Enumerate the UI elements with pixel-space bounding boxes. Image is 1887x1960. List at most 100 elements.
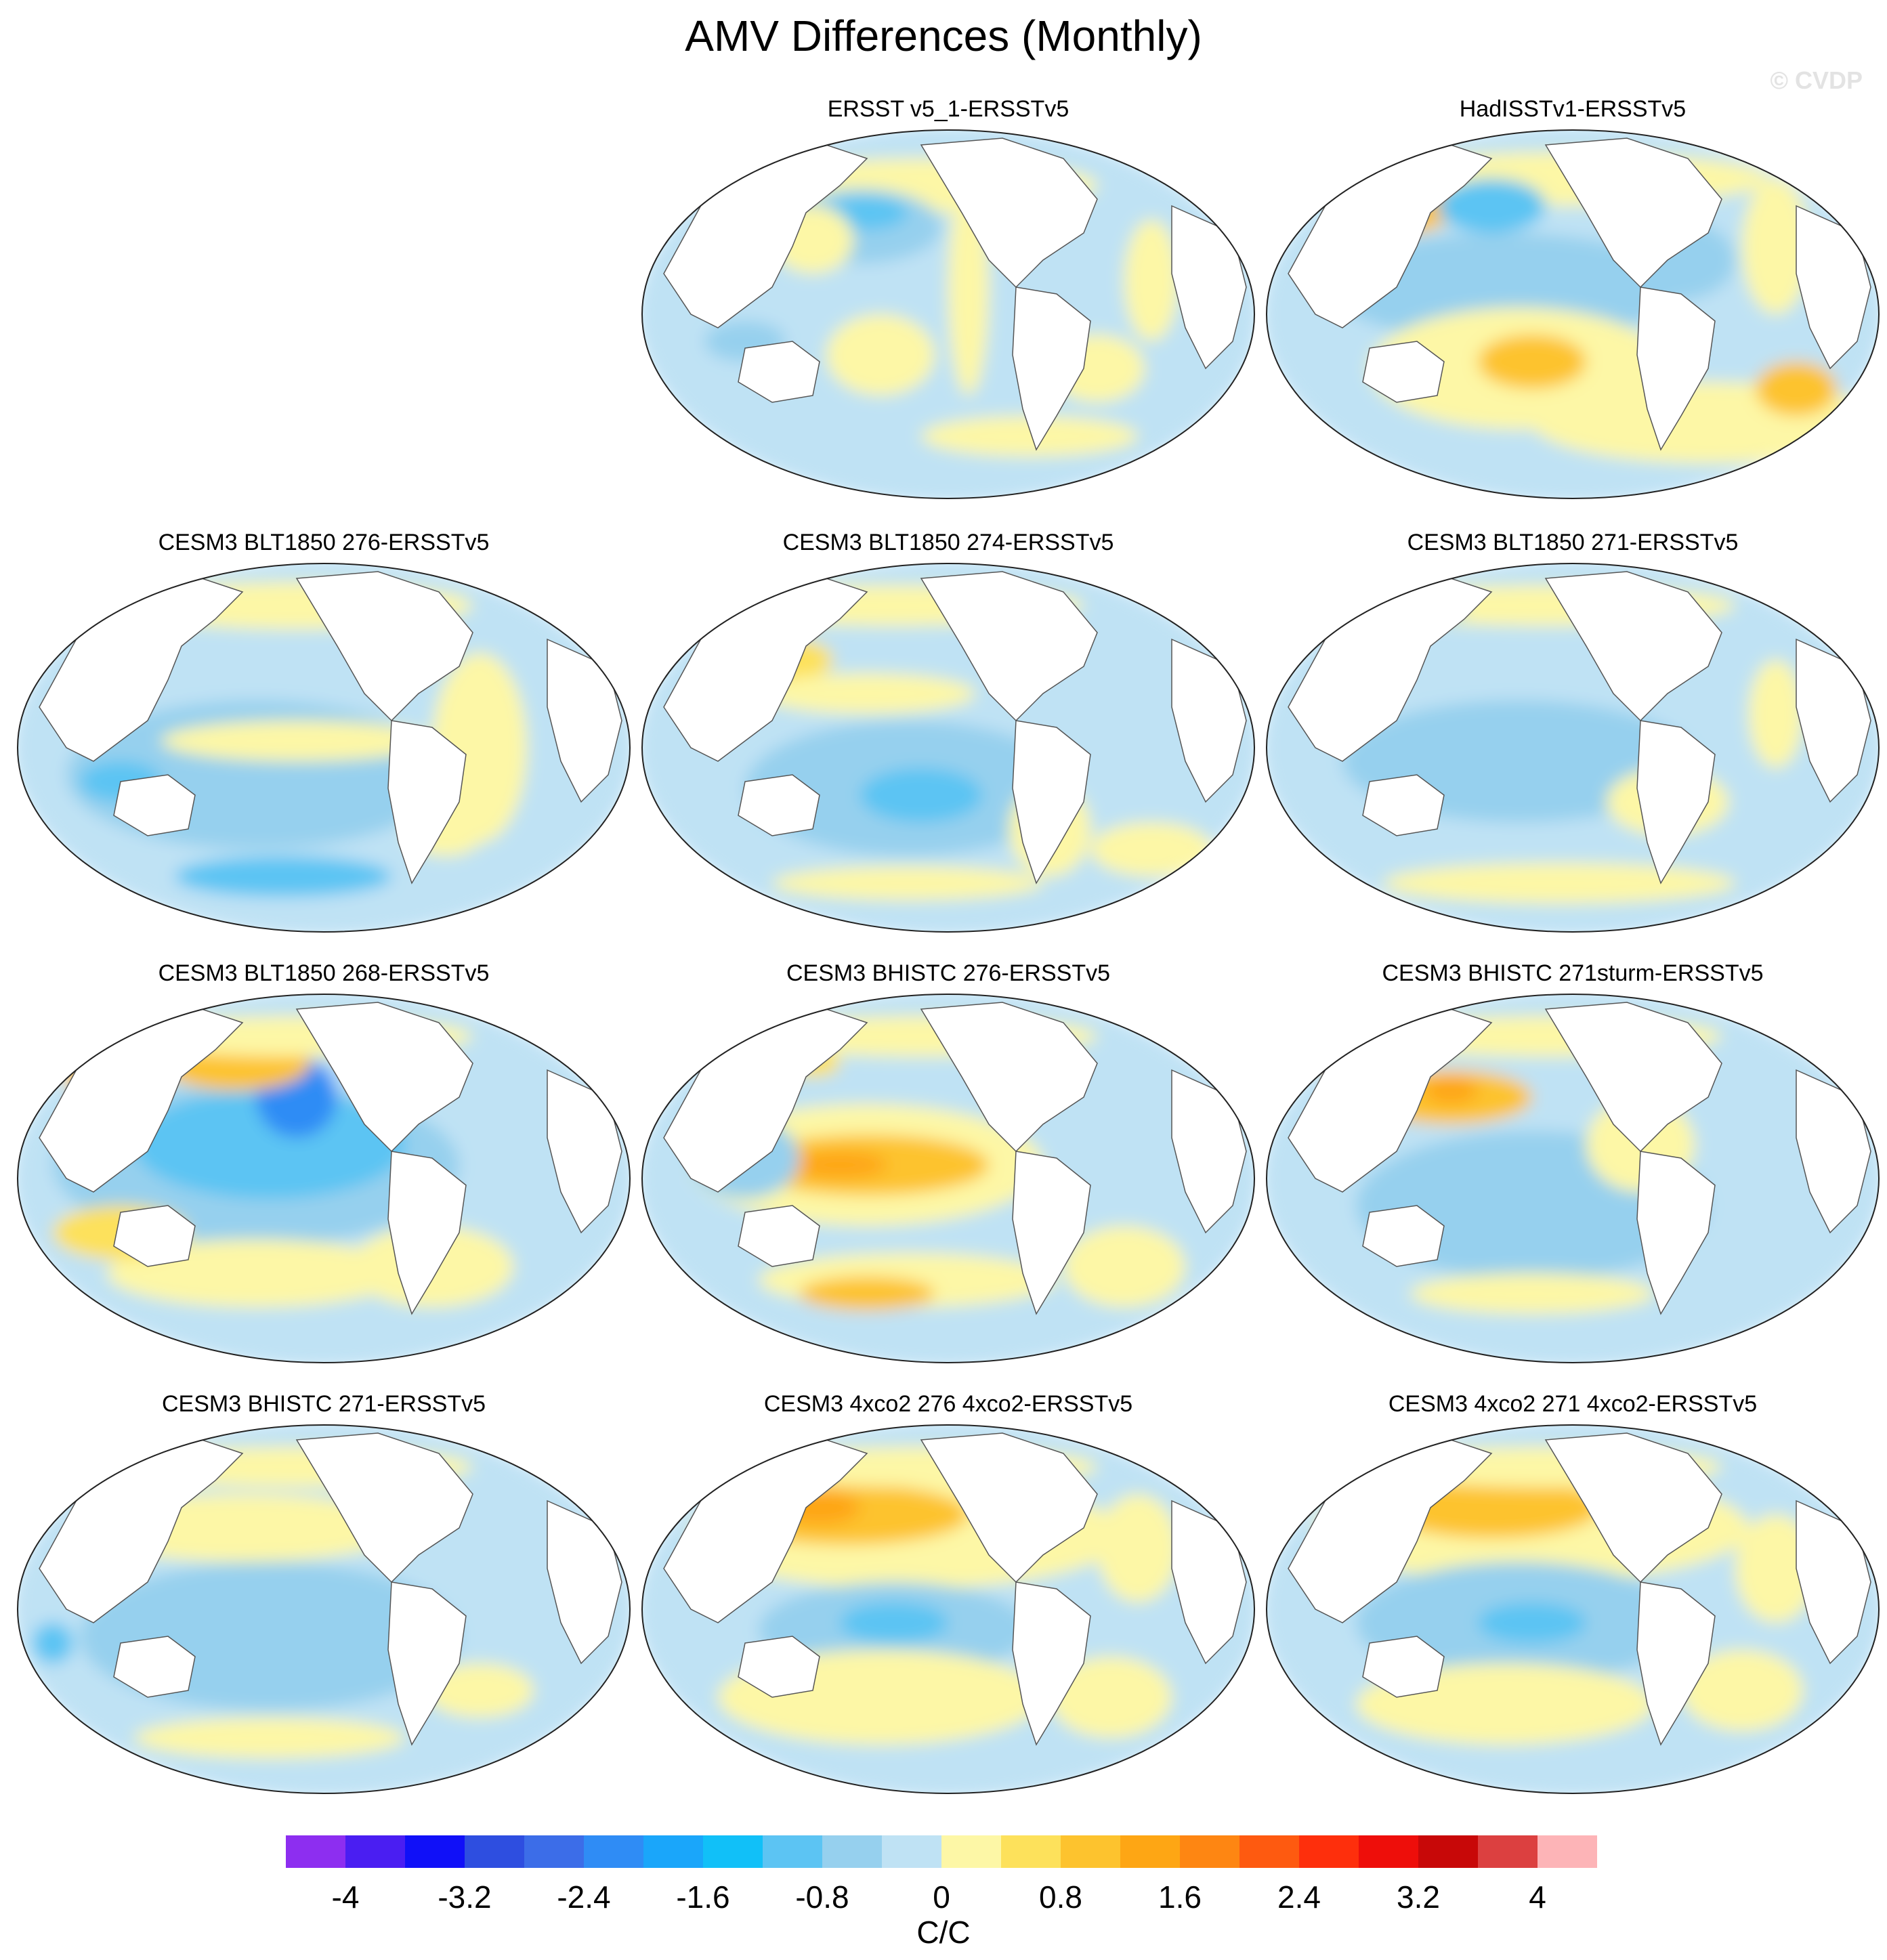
map-outline <box>17 1424 631 1794</box>
continent <box>1636 720 1716 885</box>
colorbar-tick-label: -4 <box>331 1879 360 1915</box>
map-panel: CESM3 BLT1850 271-ERSSTv5 <box>1263 530 1883 933</box>
continent <box>295 1432 473 1583</box>
map-panel: ERSST v5_1-ERSSTv5 <box>638 96 1258 499</box>
anomaly-blob <box>772 866 1043 900</box>
anomaly-blob <box>134 1718 405 1758</box>
anomaly-blob <box>1050 1657 1172 1738</box>
map-outline <box>641 563 1255 933</box>
anomaly-blob <box>1681 1650 1803 1731</box>
panel-title: ERSST v5_1-ERSSTv5 <box>827 96 1069 122</box>
continent <box>1636 1151 1716 1315</box>
continent <box>1636 1581 1716 1746</box>
continent <box>920 1432 1098 1583</box>
continent <box>295 1002 473 1153</box>
map-outline <box>17 994 631 1363</box>
panel-title: CESM3 BHISTC 271-ERSSTv5 <box>161 1391 486 1417</box>
continent <box>1012 720 1091 885</box>
colorbar-swatch <box>822 1835 882 1868</box>
continent <box>920 1002 1098 1153</box>
anomaly-blob <box>1124 219 1179 341</box>
figure-title: AMV Differences (Monthly) <box>685 12 1202 60</box>
anomaly-blob <box>921 416 1138 456</box>
map-outline <box>17 563 631 933</box>
colorbar-swatch <box>643 1835 703 1868</box>
anomaly-blob <box>1097 1494 1179 1602</box>
continent <box>1544 1432 1722 1583</box>
colorbar-swatch <box>1239 1835 1299 1868</box>
colorbar-swatch <box>1180 1835 1239 1868</box>
continent <box>1544 137 1722 289</box>
colorbar-tick-label: -0.8 <box>795 1879 849 1915</box>
panel-title: CESM3 4xco2 271 4xco2-ERSSTv5 <box>1388 1391 1758 1417</box>
panel-title: CESM3 BLT1850 276-ERSSTv5 <box>158 530 490 555</box>
colorbar-swatch <box>465 1835 524 1868</box>
continent <box>1636 286 1716 451</box>
colorbar-tick-label: 2.4 <box>1277 1879 1321 1915</box>
continent <box>1544 1002 1722 1153</box>
anomaly-blob <box>826 314 935 396</box>
world-map <box>641 994 1255 1363</box>
map-panel: CESM3 BLT1850 268-ERSSTv5 <box>14 960 634 1363</box>
cvdp-watermark: © CVDP <box>1770 66 1863 94</box>
world-map <box>1266 563 1880 933</box>
map-outline <box>1266 994 1880 1363</box>
colorbar-swatch <box>1359 1835 1418 1868</box>
colorbar-tick-label: 3.2 <box>1397 1879 1440 1915</box>
anomaly-blob <box>134 1090 405 1199</box>
continent <box>113 1636 196 1698</box>
map-panel: CESM3 BHISTC 276-ERSSTv5 <box>638 960 1258 1363</box>
colorbar-tick-label: 1.6 <box>1158 1879 1202 1915</box>
world-map <box>1266 994 1880 1363</box>
anomaly-blob <box>1383 863 1735 903</box>
anomaly-blob <box>1329 233 1681 341</box>
anomaly-blob <box>1756 362 1837 416</box>
continent <box>295 571 473 722</box>
map-outline <box>641 129 1255 499</box>
colorbar-swatch <box>1061 1835 1120 1868</box>
world-map <box>641 563 1255 933</box>
map-panel: CESM3 BHISTC 271sturm-ERSSTv5 <box>1263 960 1883 1363</box>
anomaly-blob <box>425 1663 534 1718</box>
continent <box>738 774 820 836</box>
world-map <box>17 563 631 933</box>
world-map <box>641 129 1255 499</box>
world-map <box>17 994 631 1363</box>
anomaly-blob <box>759 673 975 714</box>
continent <box>1012 1581 1091 1746</box>
anomaly-blob <box>175 856 391 897</box>
map-panel: CESM3 BLT1850 274-ERSSTv5 <box>638 530 1258 933</box>
anomaly-blob <box>1749 660 1803 768</box>
colorbar-units: C/C <box>916 1915 971 1950</box>
continent <box>1362 774 1445 836</box>
continent <box>387 1581 467 1746</box>
panel-title: CESM3 BLT1850 271-ERSSTv5 <box>1407 530 1739 555</box>
panel-title: CESM3 BLT1850 268-ERSSTv5 <box>158 960 490 986</box>
colorbar-tick-label: -2.4 <box>557 1879 611 1915</box>
anomaly-blob <box>1063 1226 1185 1307</box>
anomaly-blob <box>1090 822 1212 876</box>
anomaly-blob <box>792 1151 887 1178</box>
colorbar-swatch <box>763 1835 822 1868</box>
map-outline <box>1266 563 1880 933</box>
world-map <box>17 1424 631 1794</box>
colorbar-tick-label: 0.8 <box>1039 1879 1082 1915</box>
world-map <box>1266 1424 1880 1794</box>
map-outline <box>1266 129 1880 499</box>
colorbar-tick-label: -1.6 <box>676 1879 730 1915</box>
colorbar <box>286 1835 1597 1868</box>
continent <box>920 571 1098 722</box>
continent <box>1362 341 1445 403</box>
colorbar-swatch <box>286 1835 345 1868</box>
anomaly-blob <box>1424 1077 1478 1104</box>
map-panel: HadISSTv1-ERSSTv5 <box>1263 96 1883 499</box>
panel-title: CESM3 BLT1850 274-ERSSTv5 <box>782 530 1114 555</box>
colorbar-tick-label: 4 <box>1529 1879 1546 1915</box>
colorbar-swatch <box>703 1835 763 1868</box>
anomaly-blob <box>1478 335 1586 389</box>
anomaly-blob <box>33 1623 73 1663</box>
map-panel: CESM3 4xco2 271 4xco2-ERSSTv5 <box>1263 1391 1883 1794</box>
panel-title: HadISSTv1-ERSSTv5 <box>1459 96 1687 122</box>
colorbar-swatch <box>1478 1835 1538 1868</box>
continent <box>738 1636 820 1698</box>
